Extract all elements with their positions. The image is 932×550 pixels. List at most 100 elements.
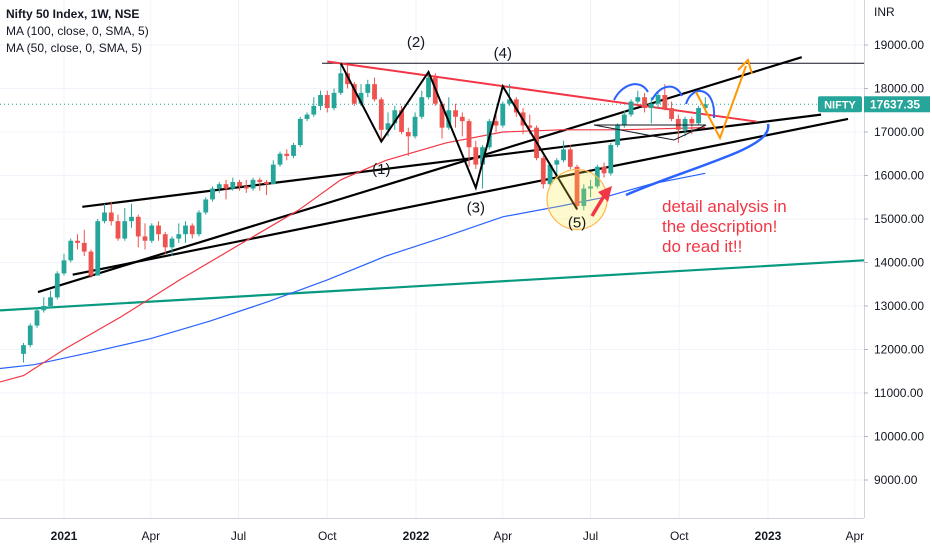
candle-body	[216, 184, 222, 189]
candle[interactable]	[122, 208, 128, 241]
candle[interactable]	[115, 214, 121, 241]
candle[interactable]	[277, 151, 283, 167]
candle[interactable]	[412, 112, 418, 139]
candle[interactable]	[628, 99, 634, 117]
candle[interactable]	[446, 97, 452, 130]
candle[interactable]	[642, 92, 647, 113]
candle[interactable]	[304, 112, 310, 122]
candle[interactable]	[351, 81, 357, 106]
candle[interactable]	[264, 179, 269, 196]
candle[interactable]	[48, 290, 53, 309]
candle[interactable]	[696, 105, 701, 126]
candle[interactable]	[655, 90, 661, 109]
candle[interactable]	[142, 223, 148, 250]
candle[interactable]	[196, 210, 202, 237]
candle[interactable]	[419, 90, 425, 119]
candle[interactable]	[405, 127, 411, 156]
candle[interactable]	[291, 142, 296, 159]
candle[interactable]	[223, 179, 229, 200]
candle[interactable]	[108, 201, 114, 226]
candle[interactable]	[682, 116, 688, 137]
candle[interactable]	[162, 232, 168, 254]
candle[interactable]	[34, 308, 40, 328]
candle[interactable]	[129, 203, 134, 228]
candle[interactable]	[297, 116, 303, 148]
candle[interactable]	[338, 62, 344, 96]
candle[interactable]	[21, 342, 26, 363]
candle[interactable]	[237, 179, 242, 191]
candle[interactable]	[102, 203, 107, 224]
candle[interactable]	[480, 145, 485, 189]
y-tick-label: 15000.00	[874, 212, 924, 226]
candle[interactable]	[95, 219, 101, 276]
candle[interactable]	[615, 123, 620, 148]
candle[interactable]	[183, 221, 188, 243]
candle[interactable]	[75, 234, 80, 250]
candle[interactable]	[500, 101, 506, 128]
lower-channel-line	[72, 117, 849, 276]
candle-body	[250, 179, 256, 189]
candle[interactable]	[81, 229, 87, 256]
candle[interactable]	[608, 142, 614, 176]
candle[interactable]	[648, 97, 654, 124]
candle[interactable]	[574, 164, 580, 211]
candle-body	[378, 99, 384, 130]
candle[interactable]	[61, 253, 67, 276]
candle[interactable]	[635, 90, 641, 104]
candle[interactable]	[426, 71, 431, 100]
candle[interactable]	[561, 140, 566, 163]
candle[interactable]	[392, 105, 398, 130]
candle[interactable]	[68, 238, 74, 263]
candle[interactable]	[169, 236, 175, 256]
candle[interactable]	[250, 177, 256, 191]
candle[interactable]	[473, 140, 479, 169]
candle[interactable]	[365, 79, 371, 98]
candle[interactable]	[378, 97, 384, 141]
candle[interactable]	[331, 88, 337, 111]
candle-body	[567, 149, 573, 167]
candle[interactable]	[601, 162, 607, 178]
candle-body	[399, 110, 404, 132]
candle[interactable]	[540, 155, 546, 189]
candle[interactable]	[669, 101, 674, 122]
candle[interactable]	[203, 197, 209, 215]
candle[interactable]	[88, 249, 94, 278]
y-tick-label: 16000.00	[874, 169, 924, 183]
candle[interactable]	[27, 323, 33, 348]
candle[interactable]	[176, 223, 182, 243]
candle[interactable]	[230, 177, 236, 191]
candle[interactable]	[459, 112, 465, 137]
candle[interactable]	[189, 223, 195, 239]
candle[interactable]	[493, 114, 499, 132]
candle-body	[189, 225, 195, 235]
blue-arc-left	[613, 83, 649, 101]
candle-body	[311, 105, 317, 115]
candle[interactable]	[466, 118, 472, 167]
candle[interactable]	[453, 103, 458, 128]
candle[interactable]	[243, 179, 249, 193]
candle[interactable]	[41, 297, 47, 313]
candle[interactable]	[149, 223, 155, 243]
candle[interactable]	[135, 214, 141, 248]
candle[interactable]	[662, 84, 668, 111]
candle[interactable]	[216, 182, 222, 193]
candle[interactable]	[284, 149, 290, 161]
candle[interactable]	[54, 271, 60, 300]
blue-arc-right	[685, 90, 716, 119]
x-tick-label: Apr	[493, 529, 512, 543]
candle[interactable]	[567, 145, 573, 169]
candle[interactable]	[270, 160, 276, 185]
candle[interactable]	[318, 90, 323, 111]
candle[interactable]	[324, 90, 330, 113]
candle[interactable]	[372, 77, 377, 102]
candle[interactable]	[311, 97, 317, 117]
candle[interactable]	[588, 179, 593, 198]
candle[interactable]	[581, 184, 587, 211]
wave-zigzag	[339, 62, 578, 210]
candle-body	[453, 110, 458, 117]
candle[interactable]	[156, 221, 161, 241]
candle[interactable]	[507, 84, 512, 106]
candle[interactable]	[210, 186, 215, 202]
candle[interactable]	[257, 177, 263, 191]
